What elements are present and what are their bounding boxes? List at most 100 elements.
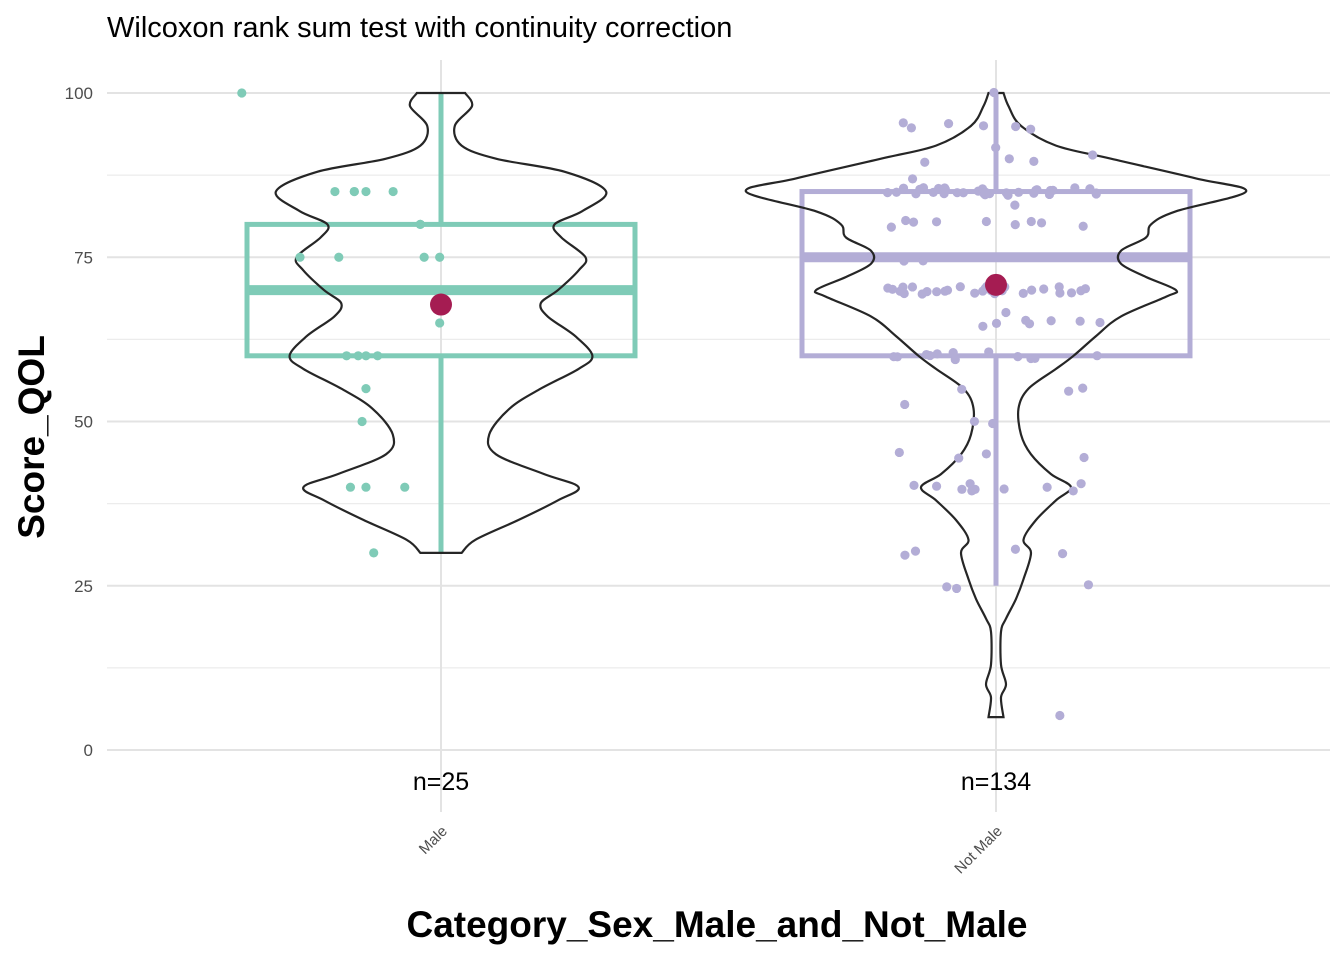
- data-point: [1036, 218, 1047, 228]
- n-label: n=134: [961, 768, 1031, 796]
- data-point: [1024, 319, 1035, 329]
- data-point: [357, 416, 367, 427]
- mean-marker: [985, 273, 1007, 296]
- data-point: [1066, 288, 1077, 298]
- data-point: [1055, 710, 1065, 721]
- data-point: [1011, 121, 1021, 132]
- data-point: [237, 88, 247, 98]
- grid: [107, 60, 1330, 812]
- data-point: [991, 318, 1002, 328]
- data-point: [1064, 386, 1074, 396]
- data-point: [954, 453, 964, 463]
- data-point: [1076, 286, 1086, 296]
- data-point: [361, 384, 371, 394]
- data-point: [991, 143, 1001, 153]
- data-point: [369, 548, 379, 558]
- data-point: [388, 186, 398, 197]
- data-point: [435, 252, 445, 262]
- data-point: [1092, 351, 1102, 361]
- data-point: [952, 188, 962, 198]
- chart-title: Wilcoxon rank sum test with continuity c…: [107, 12, 732, 44]
- violins: [274, 91, 1248, 719]
- y-tick-label: 100: [65, 84, 93, 103]
- mean-marker: [430, 293, 452, 316]
- data-point: [967, 486, 977, 496]
- data-point: [415, 219, 425, 229]
- data-point: [907, 282, 918, 292]
- data-point: [999, 484, 1009, 494]
- data-point: [1010, 200, 1020, 210]
- data-point: [1039, 284, 1049, 294]
- data-point: [918, 256, 928, 266]
- data-point: [353, 351, 363, 361]
- boxes: [244, 93, 1193, 586]
- data-point: [931, 481, 942, 491]
- data-point: [361, 186, 371, 197]
- data-point: [921, 349, 932, 360]
- data-point: [1018, 288, 1028, 298]
- data-point: [920, 157, 930, 167]
- data-point: [1010, 220, 1020, 230]
- data-point: [898, 118, 908, 128]
- data-point: [1042, 482, 1052, 492]
- data-point: [931, 217, 942, 227]
- data-point: [943, 119, 954, 129]
- data-point: [980, 187, 990, 197]
- x-tick-label: Not Male: [951, 823, 1005, 877]
- data-point: [1045, 185, 1056, 196]
- data-point: [1078, 221, 1088, 231]
- data-point: [1013, 352, 1023, 362]
- data-point: [341, 351, 352, 361]
- data-point: [295, 252, 305, 262]
- data-point: [908, 217, 919, 227]
- data-point: [989, 87, 999, 98]
- data-point: [1046, 316, 1056, 326]
- data-point: [981, 449, 991, 459]
- y-axis-title: Score_QOL: [11, 335, 52, 539]
- n-label: n=25: [413, 768, 469, 796]
- data-point: [940, 183, 950, 193]
- data-point: [900, 550, 910, 560]
- data-point: [1010, 544, 1021, 554]
- data-point: [1095, 317, 1105, 328]
- y-tick-label: 50: [74, 413, 93, 432]
- data-point: [901, 215, 911, 226]
- data-point: [1029, 156, 1039, 166]
- data-point: [1076, 479, 1086, 489]
- data-point: [988, 418, 998, 429]
- data-point: [1078, 383, 1088, 393]
- means: [430, 273, 1007, 316]
- data-point: [981, 216, 991, 227]
- data-point: [957, 484, 967, 494]
- data-point: [928, 187, 938, 197]
- labels: 0 25 50 75 100 n=25 Male n=134 Not Male: [65, 84, 1032, 877]
- data-point: [965, 479, 975, 489]
- box-iqr: [799, 189, 1193, 359]
- data-point: [955, 282, 965, 292]
- data-point: [330, 186, 340, 197]
- data-point: [950, 354, 960, 365]
- data-point: [970, 288, 980, 298]
- data-point: [334, 252, 344, 262]
- data-point: [1075, 316, 1085, 326]
- data-point: [899, 288, 909, 299]
- data-point: [361, 351, 371, 361]
- x-axis-title: Category_Sex_Male_and_Not_Male: [406, 904, 1027, 945]
- data-point: [1068, 486, 1078, 496]
- data-point: [349, 186, 359, 197]
- data-point: [978, 321, 988, 331]
- data-point: [900, 399, 910, 410]
- data-point: [1003, 190, 1013, 200]
- data-point: [887, 284, 898, 294]
- x-tick-label: Male: [416, 823, 451, 858]
- data-point: [899, 256, 909, 266]
- data-point: [957, 384, 967, 394]
- data-point: [932, 349, 942, 359]
- data-point: [419, 252, 429, 262]
- data-point: [1054, 282, 1064, 292]
- data-point: [952, 583, 962, 594]
- data-point: [1026, 216, 1036, 227]
- data-point: [1030, 353, 1040, 364]
- data-point: [1070, 183, 1080, 193]
